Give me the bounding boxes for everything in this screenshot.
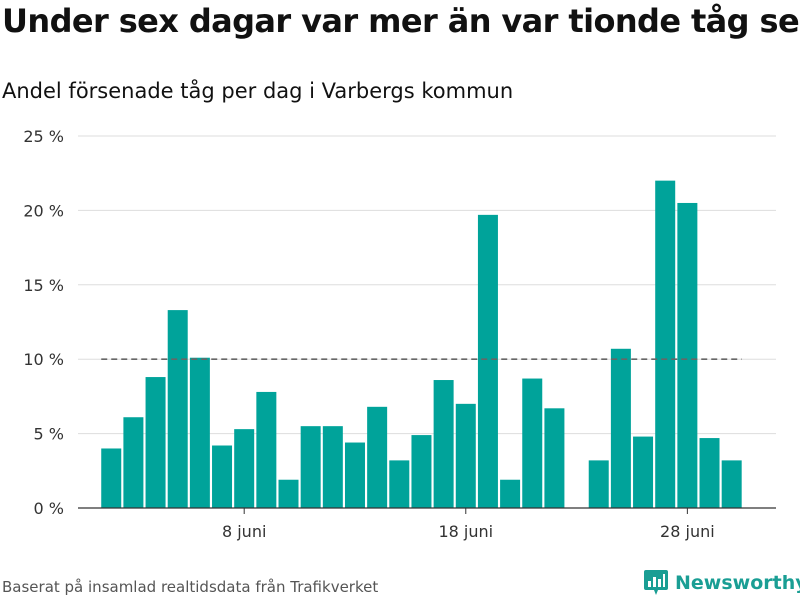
bar xyxy=(677,202,698,508)
bar xyxy=(256,391,277,508)
chart-title: Under sex dagar var mer än var tionde tå… xyxy=(2,2,800,40)
bar xyxy=(389,460,410,508)
newsworthy-logo-icon xyxy=(644,570,668,595)
source-note: Baserat på insamlad realtidsdata från Tr… xyxy=(2,578,379,596)
bar xyxy=(500,479,521,508)
bars xyxy=(101,180,742,508)
bar xyxy=(101,448,122,508)
bar xyxy=(544,408,565,508)
x-tick-label: 18 juni xyxy=(438,522,493,541)
bar xyxy=(234,429,255,508)
y-tick-label: 0 % xyxy=(34,499,64,518)
y-tick-label: 15 % xyxy=(23,276,64,295)
bar xyxy=(411,435,432,508)
bar xyxy=(588,460,609,508)
bar xyxy=(212,445,233,508)
bar xyxy=(455,403,476,508)
y-tick-label: 10 % xyxy=(23,350,64,369)
y-tick-label: 5 % xyxy=(34,425,64,444)
y-tick-label: 25 % xyxy=(23,127,64,146)
bar xyxy=(145,377,166,508)
bar xyxy=(123,417,144,508)
chart-subtitle: Andel försenade tåg per dag i Varbergs k… xyxy=(2,79,514,103)
bar xyxy=(721,460,742,508)
bar xyxy=(167,310,188,508)
bar xyxy=(300,426,321,508)
bar xyxy=(367,406,388,508)
brand-name: Newsworthy xyxy=(675,572,800,594)
bar xyxy=(322,426,343,508)
bar xyxy=(278,479,299,508)
x-tick-label: 28 juni xyxy=(660,522,715,541)
bar xyxy=(699,438,720,508)
bar xyxy=(522,378,543,508)
bar xyxy=(477,214,498,508)
x-tick-label: 8 juni xyxy=(222,522,266,541)
bar xyxy=(344,442,365,508)
axes: 0 % 5 % 10 % 15 % 20 % 25 % 8 juni 18 juni 28 ju… xyxy=(23,127,776,541)
brand-logo[interactable]: Newsworthy xyxy=(643,568,800,598)
bar xyxy=(655,180,676,508)
bar xyxy=(433,380,454,508)
bar xyxy=(633,436,654,508)
bar xyxy=(189,357,210,508)
y-tick-label: 20 % xyxy=(23,201,64,220)
bar xyxy=(610,348,631,508)
